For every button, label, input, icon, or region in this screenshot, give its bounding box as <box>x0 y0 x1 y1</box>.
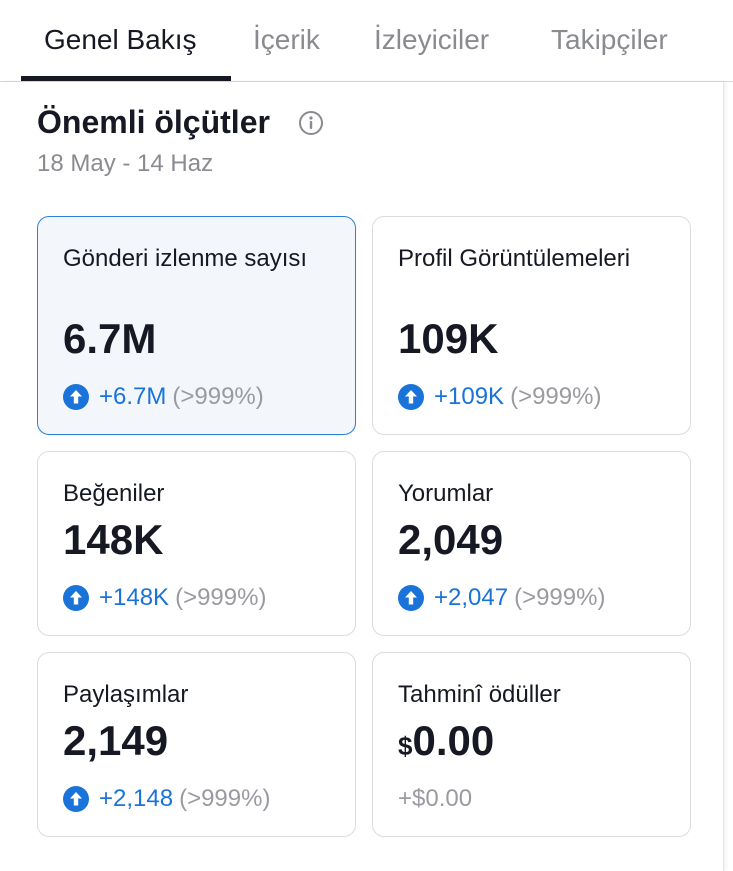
change-percent: (>999%) <box>510 383 602 410</box>
arrow-up-circle-icon <box>398 585 424 611</box>
change-value: +2,148 <box>99 785 174 812</box>
metric-card-likes[interactable]: Beğeniler 148K +148K (>999%) <box>37 451 356 636</box>
arrow-up-circle-icon <box>63 384 89 410</box>
metric-change: +6.7M (>999%) <box>63 383 264 411</box>
date-range: 18 May - 14 Haz <box>37 150 214 177</box>
metric-value: 2,149 <box>63 717 169 764</box>
metric-change: +2,047 (>999%) <box>398 584 605 612</box>
active-tab-indicator <box>21 76 231 81</box>
change-value: +109K <box>434 383 505 410</box>
metric-label: Yorumlar <box>398 480 494 507</box>
metric-label: Beğeniler <box>63 480 165 507</box>
change-value: +6.7M <box>99 383 167 410</box>
metric-value: 109K <box>398 315 499 362</box>
arrow-up-circle-icon <box>63 585 89 611</box>
metric-card-comments[interactable]: Yorumlar 2,049 +2,047 (>999%) <box>372 451 691 636</box>
metric-value: 148K <box>63 516 164 563</box>
change-value: +$0.00 <box>398 785 473 812</box>
change-percent: (>999%) <box>175 584 267 611</box>
arrow-up-circle-icon <box>398 384 424 410</box>
change-value: +148K <box>99 584 170 611</box>
metric-label: Paylaşımlar <box>63 681 189 708</box>
tab-genel-bakis[interactable]: Genel Bakış <box>44 24 197 55</box>
currency-symbol: $ <box>398 731 413 761</box>
section-title: Önemli ölçütler <box>37 104 270 140</box>
metric-amount: 0.00 <box>412 717 495 764</box>
metric-change: +$0.00 <box>398 785 472 813</box>
metric-change: +148K (>999%) <box>63 584 266 612</box>
metric-value: 6.7M <box>63 315 157 362</box>
arrow-up-circle-icon <box>63 786 89 812</box>
metric-label: Tahminî ödüller <box>398 681 561 708</box>
tab-takipciler[interactable]: Takipçiler <box>551 24 668 55</box>
metric-value: 2,049 <box>398 516 504 563</box>
metric-card-post-views[interactable]: Gönderi izlenme sayısı 6.7M +6.7M (>999%… <box>37 216 356 435</box>
change-value: +2,047 <box>434 584 509 611</box>
tab-bar: Genel Bakış İçerik İzleyiciler Takipçile… <box>0 0 733 82</box>
metric-label: Profil Görüntülemeleri <box>398 245 631 272</box>
change-percent: (>999%) <box>172 383 264 410</box>
metric-card-profile-views[interactable]: Profil Görüntülemeleri 109K +109K (>999%… <box>372 216 691 435</box>
tab-icerik[interactable]: İçerik <box>253 24 320 55</box>
metric-card-shares[interactable]: Paylaşımlar 2,149 +2,148 (>999%) <box>37 652 356 837</box>
change-percent: (>999%) <box>179 785 271 812</box>
tab-izleyiciler[interactable]: İzleyiciler <box>374 24 490 55</box>
metric-value: $0.00 <box>398 717 494 765</box>
metric-card-estimated-rewards[interactable]: Tahminî ödüller $0.00 +$0.00 <box>372 652 691 837</box>
metric-label: Gönderi izlenme sayısı <box>63 245 308 272</box>
metric-change: +2,148 (>999%) <box>63 785 270 813</box>
change-percent: (>999%) <box>514 584 606 611</box>
info-icon[interactable] <box>298 110 324 136</box>
metric-change: +109K (>999%) <box>398 383 601 411</box>
